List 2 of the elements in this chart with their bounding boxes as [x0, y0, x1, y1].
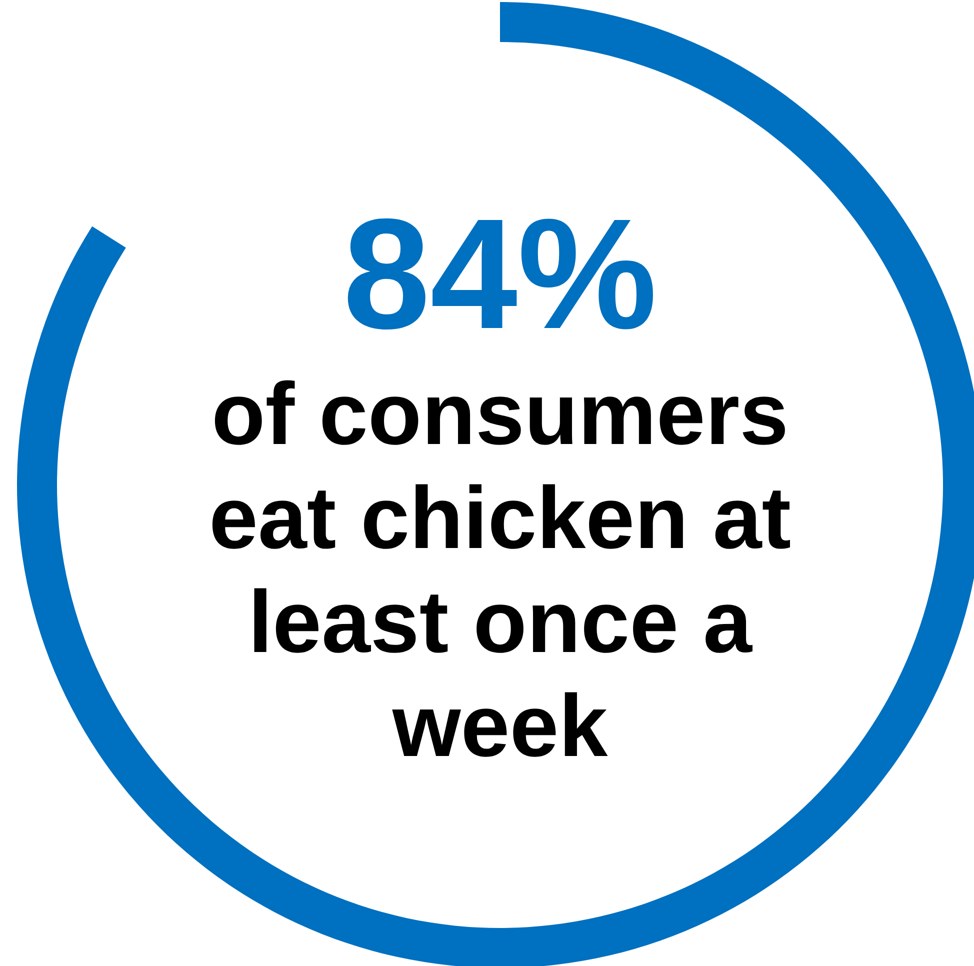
data-label: 84%	[342, 187, 658, 362]
text: of consumers eat chicken at least once a week	[208, 363, 792, 777]
